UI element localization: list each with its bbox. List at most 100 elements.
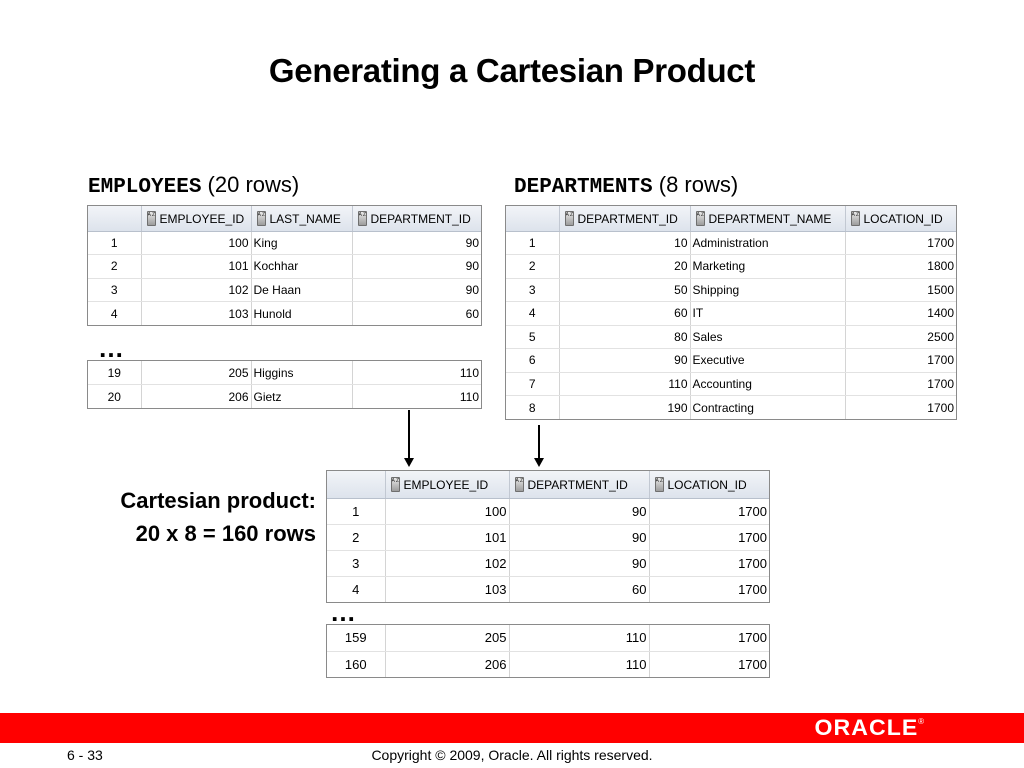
table-cell[interactable]: De Haan (251, 278, 353, 302)
table-cell[interactable]: 60 (559, 301, 691, 326)
table-row[interactable]: 3 102 De Haan 90 (88, 278, 481, 302)
table-cell[interactable]: Sales (690, 325, 846, 349)
table-cell[interactable]: Gietz (251, 384, 353, 408)
sort-icon[interactable]: A Z (514, 476, 524, 492)
table-cell[interactable]: 110 (509, 625, 650, 652)
row-number-cell[interactable]: 3 (327, 550, 386, 577)
table-row[interactable]: 1 100 90 1700 (327, 498, 769, 525)
column-header-department-id[interactable]: A Z DEPARTMENT_ID (352, 206, 481, 232)
row-number-cell[interactable]: 1 (506, 231, 560, 255)
table-cell[interactable]: 101 (385, 524, 510, 551)
table-cell[interactable]: 1700 (649, 524, 769, 551)
table-cell[interactable]: 103 (385, 576, 510, 602)
table-row[interactable]: 4 103 Hunold 60 (88, 301, 481, 325)
table-cell[interactable]: 206 (385, 651, 510, 677)
table-row[interactable]: 1 100 King 90 (88, 231, 481, 255)
table-cell[interactable]: 10 (559, 231, 691, 255)
table-cell[interactable]: Marketing (690, 254, 846, 279)
table-row[interactable]: 4 103 60 1700 (327, 576, 769, 602)
table-cell[interactable]: Hunold (251, 301, 353, 325)
table-cell[interactable]: 90 (509, 498, 650, 525)
row-number-cell[interactable]: 2 (327, 524, 386, 551)
table-row[interactable]: 5 80 Sales 2500 (506, 325, 956, 349)
sort-icon[interactable]: A Z (654, 476, 664, 492)
table-cell[interactable]: 190 (559, 395, 691, 419)
table-cell[interactable]: 1700 (738, 581, 767, 597)
table-cell[interactable]: 110 (559, 372, 691, 396)
row-number-cell[interactable]: 1 (327, 498, 386, 525)
table-cell[interactable]: 1700 (927, 400, 954, 415)
table-cell[interactable]: 20 (559, 254, 691, 279)
table-cell[interactable]: Administration (690, 231, 846, 255)
table-cell[interactable]: 1500 (845, 278, 956, 302)
table-row[interactable]: 20 206 Gietz 110 (88, 384, 481, 408)
table-row[interactable]: 2 101 Kochhar 90 (88, 254, 481, 279)
table-row[interactable]: 4 60 IT 1400 (506, 301, 956, 326)
row-number-cell[interactable]: 3 (88, 278, 142, 302)
table-cell[interactable]: 206 (141, 384, 252, 408)
row-number-cell[interactable]: 3 (506, 278, 560, 302)
table-cell[interactable]: 2500 (845, 325, 956, 349)
table-row[interactable]: 3 50 Shipping 1500 (506, 278, 956, 302)
table-cell[interactable]: IT (690, 301, 846, 326)
table-row[interactable]: 3 102 90 1700 (327, 550, 769, 577)
column-header-employee-id[interactable]: A Z EMPLOYEE_ID (385, 471, 510, 499)
row-number-cell[interactable]: 160 (327, 651, 386, 677)
column-header-location-id[interactable]: A Z LOCATION_ID (649, 471, 769, 499)
column-header-location-id[interactable]: A Z LOCATION_ID (845, 206, 956, 232)
table-cell[interactable]: Higgins (251, 361, 353, 385)
table-cell[interactable]: Contracting (690, 395, 846, 419)
table-cell[interactable]: 90 (559, 348, 691, 373)
table-cell[interactable]: Executive (690, 348, 846, 373)
sort-icon[interactable]: A Z (695, 210, 705, 226)
table-cell[interactable]: 1700 (738, 656, 767, 672)
row-number-cell[interactable]: 4 (88, 301, 142, 325)
table-cell[interactable]: 110 (459, 389, 479, 404)
table-cell[interactable]: 205 (385, 625, 510, 652)
table-cell[interactable]: 1700 (845, 372, 956, 396)
table-cell[interactable]: 110 (509, 651, 650, 677)
table-cell[interactable]: 1700 (845, 348, 956, 373)
table-row[interactable]: 160 206 110 1700 (327, 651, 769, 677)
row-number-cell[interactable]: 1 (88, 231, 142, 255)
row-number-cell[interactable]: 2 (506, 254, 560, 279)
table-cell[interactable]: 90 (352, 231, 481, 255)
column-header-department-name[interactable]: A Z DEPARTMENT_NAME (690, 206, 846, 232)
table-row[interactable]: 159 205 110 1700 (327, 625, 769, 652)
sort-icon[interactable]: A Z (357, 210, 367, 226)
column-header-last-name[interactable]: A Z LAST_NAME (251, 206, 353, 232)
table-row[interactable]: 2 20 Marketing 1800 (506, 254, 956, 279)
table-row[interactable]: 19 205 Higgins 110 (88, 361, 481, 385)
column-header-employee-id[interactable]: A Z EMPLOYEE_ID (141, 206, 252, 232)
table-cell[interactable]: 80 (559, 325, 691, 349)
table-cell[interactable]: 60 (509, 576, 650, 602)
table-row[interactable]: 1 10 Administration 1700 (506, 231, 956, 255)
sort-icon[interactable]: A Z (390, 476, 400, 492)
column-header-department-id[interactable]: A Z DEPARTMENT_ID (559, 206, 691, 232)
table-cell[interactable]: 100 (385, 498, 510, 525)
table-cell[interactable]: 50 (559, 278, 691, 302)
row-number-cell[interactable]: 4 (327, 576, 386, 602)
table-cell[interactable]: 90 (509, 550, 650, 577)
sort-icon[interactable]: A Z (850, 210, 860, 226)
table-cell[interactable]: King (251, 231, 353, 255)
table-cell[interactable]: Accounting (690, 372, 846, 396)
table-cell[interactable]: 101 (141, 254, 252, 279)
row-number-cell[interactable]: 20 (88, 384, 142, 408)
table-cell[interactable]: Shipping (690, 278, 846, 302)
row-number-cell[interactable]: 2 (88, 254, 142, 279)
row-number-cell[interactable]: 7 (506, 372, 560, 396)
table-cell[interactable]: 1700 (649, 498, 769, 525)
row-number-cell[interactable]: 6 (506, 348, 560, 373)
sort-icon[interactable]: A Z (564, 210, 574, 226)
table-cell[interactable]: 103 (141, 301, 252, 325)
table-cell[interactable]: 90 (509, 524, 650, 551)
table-cell[interactable]: 102 (385, 550, 510, 577)
table-cell[interactable]: 110 (352, 361, 481, 385)
table-row[interactable]: 7 110 Accounting 1700 (506, 372, 956, 396)
row-number-cell[interactable]: 4 (506, 301, 560, 326)
table-cell[interactable]: 1700 (649, 550, 769, 577)
table-cell[interactable]: 1700 (649, 625, 769, 652)
table-cell[interactable]: 1400 (845, 301, 956, 326)
row-number-cell[interactable]: 5 (506, 325, 560, 349)
